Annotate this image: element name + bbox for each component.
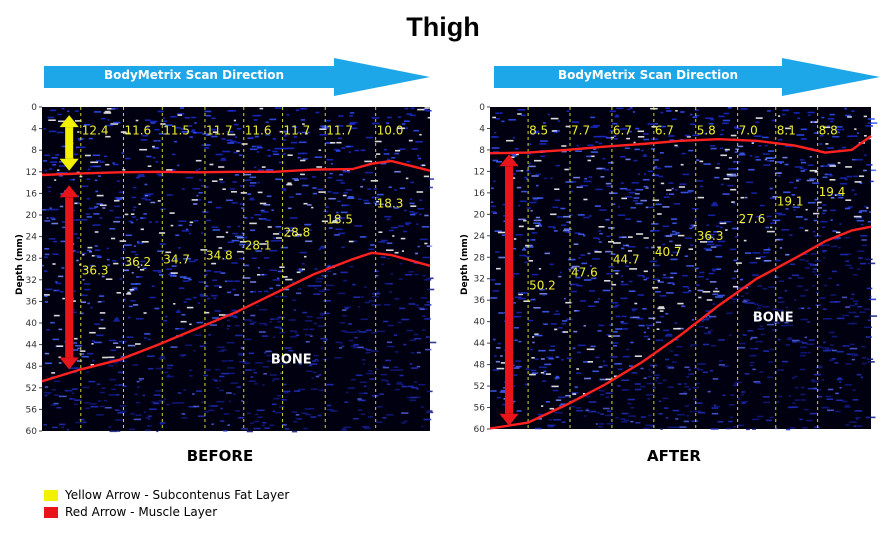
muscle-thickness-label: 28.1: [245, 239, 272, 253]
fat-thickness-label: 10.0: [377, 124, 404, 138]
fat-thickness-label: 7.0: [739, 123, 758, 137]
y-tick-label: 8: [31, 146, 37, 156]
muscle-layer-arrow: [59, 185, 79, 370]
scan-direction-label: BodyMetrix Scan Direction: [104, 68, 285, 82]
legend-swatch-red: [44, 506, 58, 518]
fat-thickness-label: 11.7: [284, 124, 311, 138]
y-tick-label: 48: [474, 361, 486, 371]
muscle-thickness-label: 50.2: [529, 278, 556, 292]
fat-thickness-label: 11.6: [124, 124, 151, 138]
y-tick-label: 16: [474, 189, 486, 199]
muscle-thickness-label: 36.3: [82, 263, 109, 277]
fat-thickness-label: 11.7: [206, 124, 233, 138]
legend-item-fat: Yellow Arrow - Subcontenus Fat Layer: [44, 488, 289, 502]
y-tick-label: 44: [474, 339, 486, 349]
scan-texture: [490, 107, 878, 431]
y-tick-label: 24: [474, 232, 486, 242]
arrow-right-icon: [494, 58, 880, 96]
legend-item-muscle: Red Arrow - Muscle Layer: [44, 505, 217, 519]
y-tick-label: 40: [474, 318, 486, 328]
y-tick-label: 4: [479, 124, 485, 134]
y-tick-label: 4: [31, 125, 37, 135]
muscle-thickness-label: 18.5: [326, 213, 353, 227]
y-tick-label: 24: [26, 233, 38, 243]
before-caption: BEFORE: [186, 447, 254, 465]
fat-thickness-label: 8.8: [819, 123, 838, 137]
fat-thickness-label: 6.7: [613, 123, 632, 137]
depth-axis-label: Depth (mm): [15, 234, 25, 295]
fat-thickness-label: 11.5: [163, 124, 190, 138]
muscle-layer-arrow: [499, 154, 519, 426]
fat-thickness-label: 8.1: [777, 123, 796, 137]
y-tick-label: 0: [31, 103, 37, 113]
fat-layer-arrow: [59, 115, 79, 171]
muscle-thickness-label: 19.1: [777, 195, 804, 209]
y-tick-label: 16: [26, 189, 38, 199]
y-tick-label: 56: [474, 404, 486, 414]
bone-label: BONE: [271, 353, 312, 368]
muscle-thickness-label: 34.7: [163, 253, 190, 267]
y-tick-label: 60: [474, 425, 486, 435]
before-scan-panel: 0 4 8 12 16 20 24 28 32 36 40 44 48 52 56 60 12.4 11.6 11.…: [10, 100, 437, 445]
muscle-thickness-label: 36.2: [124, 255, 151, 269]
page-title: Thigh: [406, 12, 480, 42]
muscle-bone-boundary-line: [489, 225, 872, 430]
muscle-thickness-label: 28.8: [284, 226, 311, 240]
after-scan-panel: 0 4 8 12 16 20 24 28 32 36 40 44 48 52 56 60 8.5 7.7 6.7 6.…: [455, 100, 878, 445]
fat-thickness-label: 5.8: [697, 123, 716, 137]
muscle-thickness-label: 47.6: [571, 266, 598, 280]
muscle-thickness-label: 40.7: [655, 245, 682, 259]
scan-direction-arrow-before: BodyMetrix Scan Direction: [44, 57, 430, 97]
y-tick-label: 60: [26, 427, 38, 437]
fat-muscle-boundary-line: [489, 135, 872, 155]
fat-thickness-label: 12.4: [82, 124, 109, 138]
y-tick-label: 12: [26, 168, 37, 178]
legend-swatch-yellow: [44, 489, 58, 501]
muscle-thickness-label: 19.4: [819, 185, 846, 199]
fat-thickness-label: 11.7: [326, 124, 353, 138]
fat-thickness-label: 8.5: [529, 123, 548, 137]
legend-label: Yellow Arrow - Subcontenus Fat Layer: [65, 488, 290, 502]
after-caption: AFTER: [647, 447, 701, 465]
y-tick-label: 20: [474, 210, 486, 220]
muscle-bone-boundary-line: [41, 251, 431, 383]
y-tick-label: 28: [474, 253, 486, 263]
fat-thickness-label: 11.6: [245, 124, 272, 138]
y-tick-label: 56: [26, 405, 38, 415]
muscle-thickness-label: 18.3: [377, 196, 404, 210]
y-tick-label: 0: [479, 103, 485, 113]
depth-axis-label: Depth (mm): [460, 234, 470, 295]
y-tick-label: 32: [474, 275, 485, 285]
y-tick-label: 44: [26, 341, 38, 351]
y-tick-label: 8: [479, 146, 485, 156]
y-tick-label: 36: [474, 296, 486, 306]
y-tick-label: 20: [26, 211, 38, 221]
scan-direction-arrow-after: BodyMetrix Scan Direction: [494, 57, 880, 97]
fat-thickness-label: 6.7: [655, 123, 674, 137]
muscle-thickness-label: 34.8: [206, 248, 233, 262]
scan-direction-label: BodyMetrix Scan Direction: [558, 68, 739, 82]
fat-muscle-boundary-line: [41, 159, 431, 177]
muscle-thickness-label: 27.6: [739, 212, 766, 226]
y-tick-label: 52: [474, 382, 485, 392]
fat-thickness-label: 7.7: [571, 123, 590, 137]
muscle-thickness-label: 36.3: [697, 229, 724, 243]
arrow-right-icon: [44, 58, 430, 96]
muscle-thickness-label: 44.7: [613, 253, 640, 267]
y-tick-label: 40: [26, 319, 38, 329]
y-tick-label: 48: [26, 362, 38, 372]
bone-label: BONE: [753, 311, 794, 326]
y-tick-label: 36: [26, 297, 38, 307]
y-tick-label: 12: [474, 167, 485, 177]
legend-label: Red Arrow - Muscle Layer: [65, 505, 218, 519]
y-tick-label: 28: [26, 254, 38, 264]
y-tick-label: 32: [26, 276, 37, 286]
y-tick-label: 52: [26, 384, 37, 394]
